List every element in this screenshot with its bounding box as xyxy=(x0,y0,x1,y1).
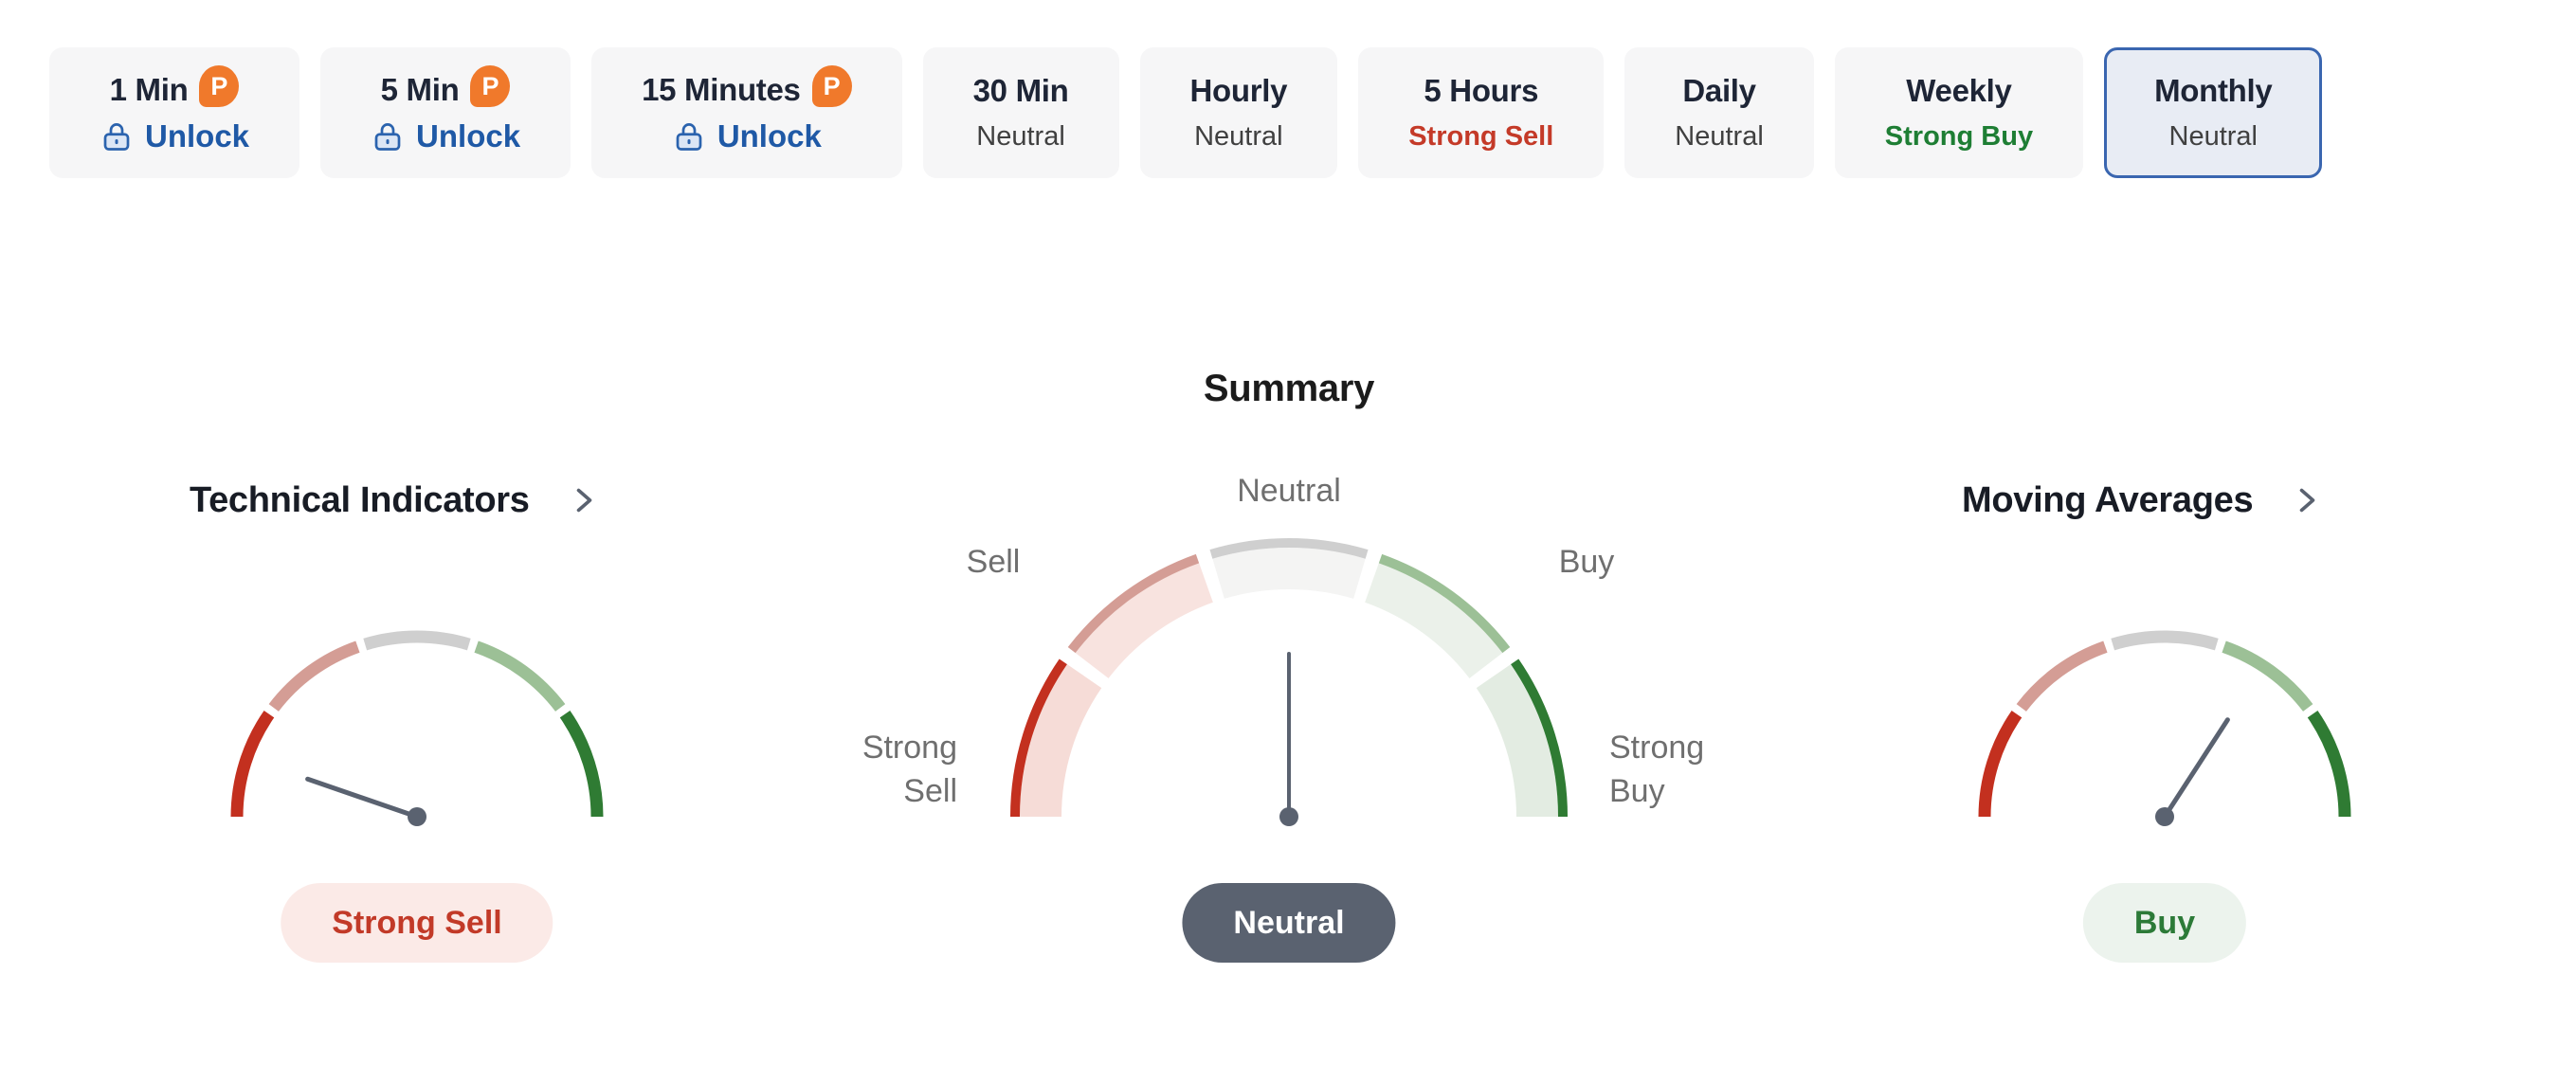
tab-label: Monthly xyxy=(2154,73,2273,108)
unlock-label: Unlock xyxy=(416,118,521,153)
verdict-text: Buy xyxy=(2133,904,2196,941)
gauge-needle xyxy=(305,776,420,820)
verdict-text: Strong Sell xyxy=(332,904,502,941)
gauge-segment xyxy=(2222,640,2313,712)
tab-label: Hourly xyxy=(1189,73,1288,108)
tab-status: Neutral xyxy=(2168,121,2259,152)
gauge-segment xyxy=(363,630,471,651)
lock-icon xyxy=(103,123,130,151)
gauge-segment xyxy=(1010,658,1067,818)
tab-1-min[interactable]: 1 Min P Unlock xyxy=(49,47,300,178)
gauge-needle xyxy=(2162,717,2230,820)
gauge-needle-pivot xyxy=(408,807,426,826)
technical-indicators-verdict-pill: Strong Sell xyxy=(281,883,553,963)
gauge-segment xyxy=(2111,630,2219,651)
tab-label: 30 Min xyxy=(972,73,1069,108)
gauge-scale-label-strong-sell: Strong Sell xyxy=(862,726,957,813)
gauge-scale-label-buy: Buy xyxy=(1558,544,1615,580)
tab-5-hours[interactable]: 5 Hours Strong Sell xyxy=(1358,47,1605,178)
gauge-scale-label-sell: Sell xyxy=(966,544,1021,580)
summary-title: Summary xyxy=(1203,368,1375,409)
moving-averages-title: Moving Averages xyxy=(1962,480,2254,520)
tab-status: Neutral xyxy=(1194,121,1283,152)
unlock-link[interactable]: Unlock xyxy=(100,118,249,154)
investingpro-badge-icon: P xyxy=(470,65,511,107)
tab-5-min[interactable]: 5 Min P Unlock xyxy=(320,47,571,178)
unlock-link[interactable]: Unlock xyxy=(371,118,520,154)
label-line: Strong xyxy=(1609,730,1705,766)
investingpro-badge-icon: P xyxy=(199,65,240,107)
verdict-text: Neutral xyxy=(1233,904,1345,941)
tab-hourly[interactable]: Hourly Neutral xyxy=(1139,47,1338,178)
gauge-segment xyxy=(559,710,604,818)
tab-status: Neutral xyxy=(976,121,1065,152)
gauge-segment xyxy=(474,640,566,712)
gauge-scale-label-strong-buy: Strong Buy xyxy=(1609,726,1704,813)
pro-badge-letter: P xyxy=(823,71,841,100)
gauge-segment xyxy=(230,710,275,818)
gauge-segment xyxy=(2016,640,2108,712)
tab-monthly[interactable]: Monthly Neutral xyxy=(2104,47,2323,178)
investingpro-badge-icon: P xyxy=(811,65,852,107)
gauge-segment xyxy=(1212,548,1366,599)
label-line: Strong xyxy=(862,730,957,766)
gauge-needle-pivot xyxy=(1279,807,1298,826)
tab-status: Strong Buy xyxy=(1884,121,2034,152)
lock-icon xyxy=(374,123,401,151)
tab-30-min[interactable]: 30 Min Neutral xyxy=(922,47,1119,178)
gauge-segment xyxy=(1075,563,1214,679)
tab-status: Strong Sell xyxy=(1408,121,1554,152)
summary-verdict-pill: Neutral xyxy=(1182,883,1396,963)
gauge-segment xyxy=(2307,710,2351,818)
tab-label: 1 Min xyxy=(109,72,189,107)
tab-label: Weekly xyxy=(1906,73,2012,108)
timeframe-tabbar: 1 Min P Unlock 5 Min P Unlock 15 Minutes… xyxy=(49,47,2323,178)
tab-weekly[interactable]: Weekly Strong Buy xyxy=(1834,47,2084,178)
unlock-link[interactable]: Unlock xyxy=(672,118,822,154)
gauge-segment xyxy=(1511,658,1568,818)
moving-averages-verdict-pill: Buy xyxy=(2082,883,2247,963)
technical-indicators-title: Technical Indicators xyxy=(190,480,530,520)
tab-status: Neutral xyxy=(1675,121,1764,152)
lock-icon xyxy=(676,123,702,151)
tab-label: 5 Min xyxy=(380,72,460,107)
unlock-label: Unlock xyxy=(145,118,250,153)
moving-averages-link[interactable]: Moving Averages xyxy=(1962,477,2323,524)
gauge-segment xyxy=(1209,537,1369,559)
tab-label: 15 Minutes xyxy=(642,72,801,107)
gauge-segment xyxy=(1476,664,1558,818)
pro-badge-letter: P xyxy=(481,71,499,100)
tab-daily[interactable]: Daily Neutral xyxy=(1624,47,1814,178)
label-line: Sell xyxy=(903,773,957,809)
label-line: Buy xyxy=(1609,773,1665,809)
tab-label: Daily xyxy=(1682,73,1756,108)
gauge-needle-pivot xyxy=(2155,807,2174,826)
unlock-label: Unlock xyxy=(717,118,822,153)
gauge-segment xyxy=(268,640,360,712)
technical-indicators-link[interactable]: Technical Indicators xyxy=(190,477,600,524)
gauge-scale-label-neutral: Neutral xyxy=(1237,473,1341,509)
tab-15-minutes[interactable]: 15 Minutes P Unlock xyxy=(591,47,902,178)
pro-badge-letter: P xyxy=(210,71,228,100)
chevron-right-icon xyxy=(576,488,591,513)
tab-label: 5 Hours xyxy=(1424,73,1539,108)
gauge-segment xyxy=(1020,664,1102,818)
gauge-segment xyxy=(1978,710,2023,818)
gauge-segment xyxy=(1364,563,1503,679)
chevron-right-icon xyxy=(2300,488,2315,513)
